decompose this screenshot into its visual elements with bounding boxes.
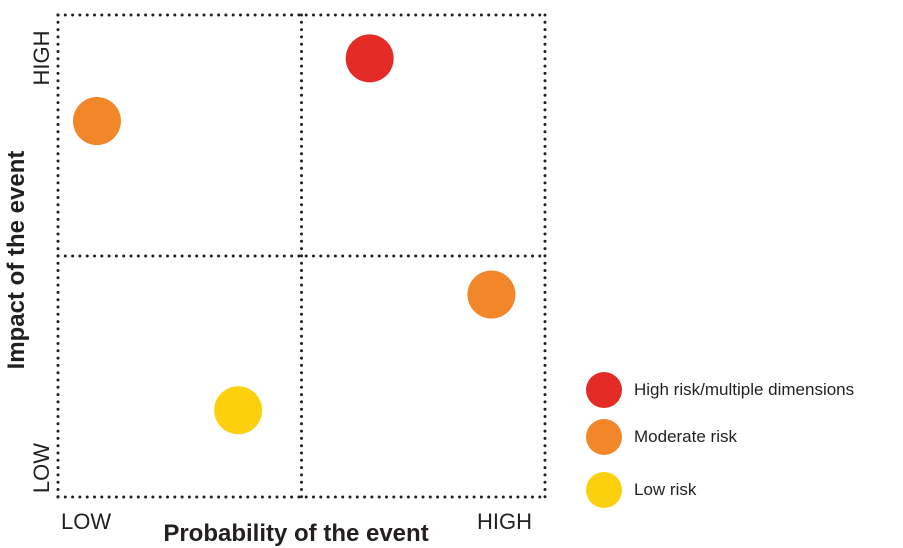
legend-swatch-moderate: [586, 419, 622, 455]
matrix-grid: [56, 13, 547, 499]
legend-label-high: High risk/multiple dimensions: [634, 380, 855, 399]
risk-point-moderate-1: [72, 97, 121, 146]
risk-point-moderate-3: [467, 270, 516, 319]
x-axis-title: Probability of the event: [163, 520, 429, 547]
x-axis-high-label: HIGH: [477, 509, 532, 534]
legend-item-moderate: Moderate risk: [586, 419, 737, 455]
legend-item-low: Low risk: [586, 472, 696, 508]
legend-label-low: Low risk: [634, 480, 697, 499]
legend-item-high: High risk/multiple dimensions: [586, 372, 854, 408]
risk-point-high-2: [345, 34, 394, 83]
x-axis-low-label: LOW: [61, 509, 112, 534]
y-axis-high-label: HIGH: [29, 30, 54, 86]
y-axis-title: Impact of the event: [3, 150, 30, 370]
legend-swatch-low: [586, 472, 622, 508]
legend-label-moderate: Moderate risk: [634, 427, 737, 446]
legend-swatch-high: [586, 372, 622, 408]
risk-point-low-4: [214, 386, 263, 435]
risk-points: [72, 34, 516, 435]
y-axis-low-label: LOW: [29, 442, 54, 494]
